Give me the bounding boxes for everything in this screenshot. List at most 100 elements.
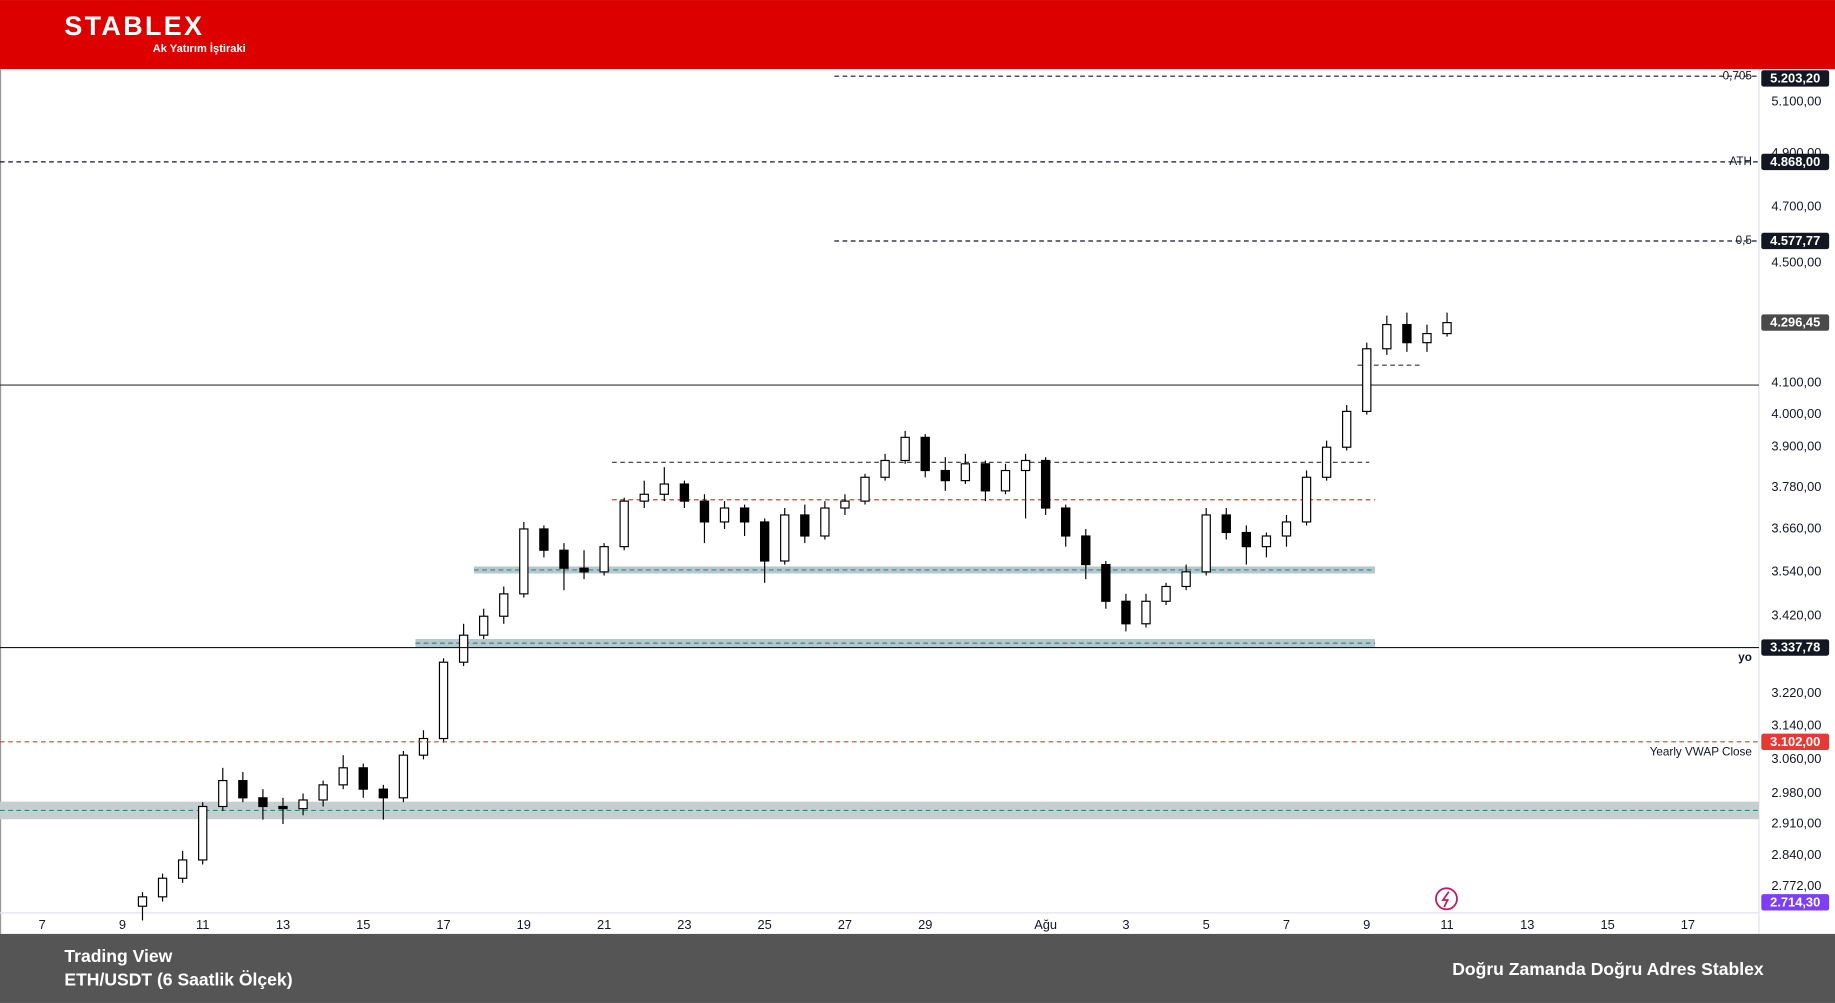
- candle-body: [980, 463, 991, 492]
- candle-body: [940, 469, 950, 482]
- level-note: Yearly VWAP Close: [1650, 745, 1752, 758]
- candle-body: [137, 896, 148, 907]
- candle-body: [1020, 459, 1031, 472]
- event-icon[interactable]: [1435, 887, 1458, 911]
- price-tag-label: 3.102,00: [1770, 734, 1820, 749]
- candle-body: [278, 805, 288, 810]
- candle-body: [358, 767, 368, 790]
- candle-body: [820, 507, 830, 537]
- candle-body: [840, 500, 850, 509]
- x-tick-label: 9: [119, 917, 126, 932]
- candle-body: [218, 779, 228, 808]
- x-tick-label: 9: [1363, 917, 1370, 932]
- footer-bar: [0, 933, 1835, 1003]
- footer-slogan: Doğru Zamanda Doğru Adres Stablex: [1452, 959, 1764, 979]
- footer-source: Trading View: [64, 946, 172, 966]
- candle-body: [1422, 332, 1432, 344]
- candle-body: [1221, 514, 1231, 534]
- candle-body: [619, 500, 629, 548]
- price-tag: [1761, 894, 1830, 911]
- price-tag: [1761, 70, 1830, 87]
- candle-body: [198, 805, 208, 861]
- candle-body: [177, 859, 188, 879]
- candle-body: [1402, 323, 1412, 344]
- candle-body: [599, 546, 609, 573]
- candle-body: [880, 459, 890, 478]
- candle-body: [1382, 323, 1392, 350]
- candle-body: [739, 507, 750, 523]
- event-icon-bolt: [1441, 891, 1450, 908]
- price-tag: [1761, 733, 1830, 751]
- y-tick-label: 3.140,00: [1771, 718, 1821, 733]
- candle-body: [1442, 322, 1452, 335]
- candle-body: [298, 799, 308, 810]
- price-tag: [1761, 232, 1830, 250]
- x-tick-label: Ağu: [1034, 917, 1057, 932]
- candle-body: [338, 767, 348, 786]
- candle-body: [920, 436, 930, 472]
- price-tag-label: 3.337,78: [1770, 640, 1820, 655]
- candle-body: [157, 877, 168, 898]
- candle-body: [1342, 410, 1352, 448]
- x-tick-label: 29: [918, 917, 932, 932]
- marks: 5.100,004.900,004.700,004.500,004.100,00…: [0, 69, 1830, 932]
- candle-body: [800, 514, 810, 537]
- y-tick-label: 3.540,00: [1771, 563, 1821, 578]
- level-note: 0,705: [1723, 69, 1753, 82]
- candle-body: [1241, 531, 1252, 548]
- price-tag-label: 4.577,77: [1770, 233, 1820, 248]
- price-tag-label: 4.296,45: [1770, 315, 1820, 330]
- x-tick-label: 17: [436, 917, 450, 932]
- y-tick-label: 3.220,00: [1771, 685, 1821, 700]
- candle-body: [1281, 521, 1292, 537]
- x-tick-label: 11: [196, 917, 209, 932]
- x-tick-label: 23: [677, 917, 691, 932]
- candle-body: [438, 661, 449, 740]
- price-tag-label: 2.714,30: [1770, 894, 1820, 909]
- x-tick-label: 27: [838, 917, 852, 932]
- x-tick-label: 7: [39, 917, 46, 932]
- candle-body: [378, 788, 389, 799]
- y-tick-label: 5.100,00: [1771, 93, 1821, 108]
- candle-body: [639, 493, 649, 502]
- level-note: yo: [1738, 651, 1752, 664]
- y-tick-label: 4.500,00: [1771, 254, 1821, 269]
- candle-body: [659, 483, 669, 495]
- candle-body: [1301, 476, 1312, 523]
- candle-body: [238, 779, 248, 799]
- y-tick-label: 2.910,00: [1771, 815, 1821, 830]
- candle-body: [860, 476, 870, 502]
- x-tick-label: 11: [1440, 917, 1453, 932]
- y-tick-label: 3.420,00: [1771, 608, 1821, 623]
- candle-body: [318, 784, 328, 801]
- candle-body: [1181, 571, 1191, 588]
- level-note: 0,5: [1736, 234, 1753, 247]
- y-tick-label: 3.900,00: [1771, 439, 1821, 454]
- candle-body: [1362, 348, 1372, 413]
- candle-body: [719, 507, 730, 523]
- candle-body: [1081, 535, 1091, 566]
- candle-body: [479, 615, 489, 636]
- candle-body: [1040, 459, 1051, 509]
- price-tag-label: 5.203,20: [1770, 70, 1820, 85]
- candle-body: [679, 483, 690, 502]
- candle-body: [398, 754, 409, 799]
- x-tick-label: 13: [1520, 917, 1534, 932]
- price-tag: [1761, 639, 1830, 656]
- x-tick-label: 17: [1681, 917, 1695, 932]
- y-tick-label: 2.840,00: [1771, 847, 1821, 862]
- candle-body: [1101, 564, 1111, 602]
- candle-body: [458, 634, 469, 663]
- candle-body: [1161, 585, 1171, 602]
- candle-body: [699, 500, 710, 523]
- candle-body: [579, 567, 589, 573]
- x-tick-label: 21: [597, 917, 611, 932]
- candle-body: [780, 514, 790, 562]
- level-note: ATH: [1729, 155, 1752, 168]
- logo: STABLEX: [64, 11, 204, 41]
- y-tick-label: 2.772,00: [1771, 878, 1821, 893]
- candle-body: [1061, 507, 1071, 537]
- x-tick-label: 3: [1122, 917, 1129, 932]
